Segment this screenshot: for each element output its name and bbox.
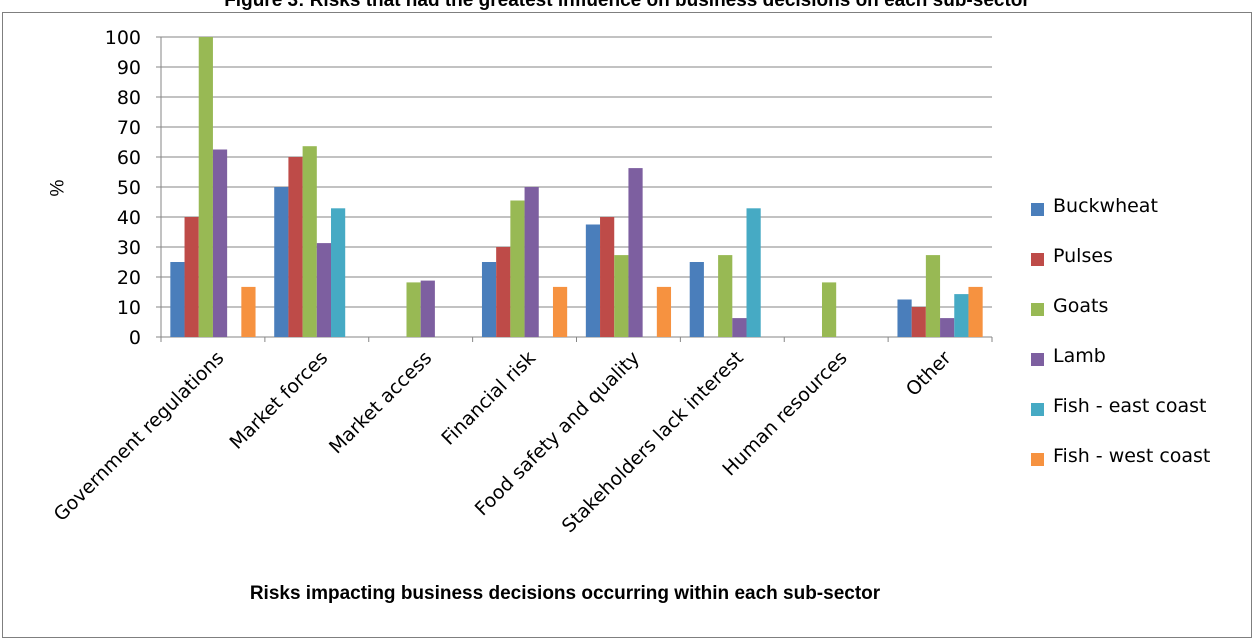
bar-fish-west-coast	[552, 286, 568, 337]
y-axis-label: %	[47, 179, 69, 197]
x-tick-label: Food safety and quality	[471, 347, 644, 520]
bar-lamb	[732, 318, 747, 337]
legend-label: Goats	[1053, 295, 1109, 317]
bar-pulses	[600, 217, 615, 337]
y-tick-label: 10	[117, 297, 141, 319]
bar-fish-west-coast	[968, 286, 983, 337]
x-tick-label: Other	[902, 347, 956, 401]
legend-label: Fish - east coast	[1053, 395, 1207, 417]
legend-swatch	[1031, 403, 1044, 416]
y-tick-label: 20	[117, 267, 141, 289]
bar-goats	[718, 255, 733, 337]
bar-lamb	[628, 168, 643, 337]
x-tick-label: Financial risk	[437, 347, 540, 450]
legend-swatch	[1031, 253, 1044, 266]
legend-swatch	[1031, 353, 1044, 366]
y-tick-label: 70	[117, 117, 141, 139]
bar-fish-east-coast	[954, 294, 969, 337]
bar-buckwheat	[897, 299, 912, 337]
legend-label: Buckwheat	[1053, 195, 1158, 217]
bar-goats	[302, 146, 317, 337]
y-tick-label: 50	[117, 177, 141, 199]
bar-goats	[614, 255, 629, 337]
bar-buckwheat	[170, 262, 185, 337]
y-tick-label: 60	[117, 147, 141, 169]
bar-buckwheat	[689, 262, 704, 337]
x-tick-label: Government regulations	[50, 347, 229, 526]
bar-goats	[925, 255, 941, 337]
legend-swatch	[1031, 453, 1044, 466]
y-axis-ticks: 0 10 20 30 40 50 60 70 80 90 100	[105, 27, 141, 349]
bar-lamb	[420, 280, 435, 337]
bar-fish-east-coast	[746, 208, 761, 337]
bar-buckwheat	[274, 187, 289, 337]
bar-lamb	[524, 187, 539, 337]
figure-caption: Figure 3: Risks that had the greatest in…	[224, 0, 1030, 11]
y-tick-label: 40	[117, 207, 141, 229]
bar-goats	[821, 282, 837, 337]
bar-fish-west-coast	[656, 286, 672, 337]
legend-label: Fish - west coast	[1053, 445, 1211, 467]
legend-label: Pulses	[1053, 245, 1113, 267]
x-tick-label: Stakeholders lack interest	[558, 347, 748, 537]
bar-pulses	[288, 157, 303, 337]
x-axis-label: Risks impacting business decisions occur…	[249, 583, 881, 604]
bar-lamb	[940, 318, 955, 337]
bar-fish-west-coast	[241, 286, 256, 337]
bar-goats	[510, 200, 525, 337]
x-tick-label: Market forces	[225, 347, 332, 454]
bar-goats	[406, 282, 421, 337]
bar-goats	[198, 37, 213, 337]
legend-label: Lamb	[1053, 345, 1106, 367]
x-tick-label: Market access	[325, 347, 436, 458]
bar-lamb	[316, 243, 332, 337]
y-tick-label: 100	[105, 27, 141, 49]
bar-lamb	[212, 149, 228, 337]
y-tick-label: 0	[129, 327, 141, 349]
bar-pulses	[184, 217, 199, 337]
y-tick-label: 80	[117, 87, 141, 109]
legend-swatch	[1031, 303, 1044, 316]
bar-fish-east-coast	[331, 208, 346, 337]
bars	[170, 37, 983, 337]
y-tick-label: 90	[117, 57, 141, 79]
bar-pulses	[911, 307, 926, 337]
y-tick-label: 30	[117, 237, 141, 259]
legend-swatch	[1031, 203, 1044, 216]
bar-buckwheat	[481, 262, 497, 337]
bar-pulses	[496, 247, 511, 337]
bar-buckwheat	[585, 224, 601, 337]
